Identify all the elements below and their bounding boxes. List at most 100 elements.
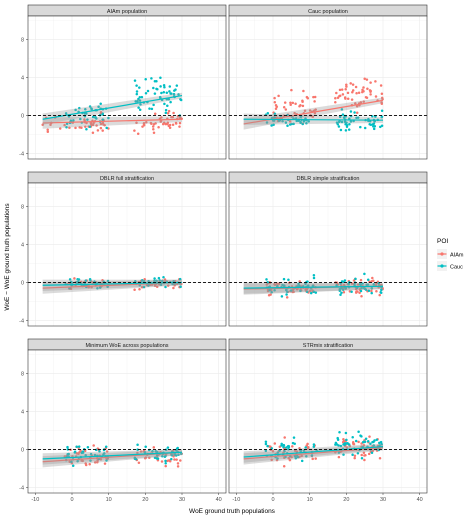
data-point-aiam [136,451,139,455]
data-point-aiam [153,112,157,116]
data-point-cauc [366,440,370,443]
data-point-cauc [70,460,73,464]
x-tick-label: 40 [417,497,423,503]
data-point-cauc [302,449,306,453]
data-point-cauc [169,92,172,95]
panel-border [27,349,227,494]
data-point-aiam [300,454,303,458]
data-point-cauc [361,282,364,285]
data-point-cauc [270,124,273,127]
data-point-cauc [339,128,343,132]
data-point-cauc [373,439,376,442]
data-point-cauc [65,122,69,125]
data-point-cauc [163,86,166,89]
data-point-aiam [46,130,50,133]
data-point-cauc [90,107,93,110]
data-point-cauc [75,445,78,449]
data-point-aiam [289,101,292,105]
data-point-cauc [86,446,90,449]
gridlines [229,350,427,493]
data-point-aiam [359,278,363,282]
data-point-aiam [365,96,369,99]
data-point-cauc [304,282,307,285]
data-point-cauc [342,443,345,446]
data-point-cauc [305,454,308,458]
trend-line-aiam [243,99,384,125]
data-point-cauc [179,98,183,102]
y-tick-label: 0 [21,280,24,286]
trend-band-cauc [243,443,383,463]
data-point-cauc [89,452,93,456]
data-point-cauc [140,279,144,282]
data-point-aiam [283,436,286,439]
data-point-cauc [344,431,348,435]
data-point-cauc [372,127,376,131]
facet-panel: Minimum WoE across populations -4 0 4 8 -10 0 1… [19,338,227,503]
x-tick-label: 30 [380,497,386,503]
data-point-aiam [352,279,356,282]
data-point-cauc [379,125,382,129]
data-point-cauc [338,289,342,293]
data-point-cauc [66,452,69,456]
data-point-aiam [150,122,153,126]
data-point-cauc [339,282,342,285]
data-point-cauc [153,277,156,280]
data-point-cauc [344,442,348,445]
trend-line-cauc [42,451,183,460]
x-tick-label: -10 [31,497,39,503]
data-point-cauc [88,277,92,281]
data-point-aiam [148,456,151,460]
data-point-cauc [162,84,166,87]
data-point-cauc [179,285,182,289]
data-point-cauc [155,279,158,282]
data-point-aiam [63,123,66,127]
data-point-aiam [174,122,178,125]
data-point-aiam [349,82,352,85]
data-point-cauc [102,453,105,456]
data-point-cauc [298,284,301,288]
data-point-cauc [144,91,148,95]
data-point-aiam [291,445,294,448]
data-point-cauc [73,451,77,454]
data-point-cauc [370,291,373,295]
data-point-cauc [372,283,375,286]
data-point-cauc [340,108,344,111]
data-point-cauc [142,285,146,289]
data-point-cauc [105,459,108,462]
data-point-cauc [164,459,167,463]
data-point-cauc [170,457,173,461]
data-point-cauc [314,291,318,294]
data-point-aiam [353,454,357,457]
data-point-aiam [379,84,383,87]
data-point-cauc [165,91,169,95]
data-point-cauc [85,128,88,131]
data-point-aiam [350,98,354,101]
data-point-cauc [289,289,293,292]
legend-label-aiam: AIAm [450,253,464,259]
data-point-aiam [338,88,342,92]
data-point-cauc [380,115,383,119]
data-point-aiam [345,446,349,449]
data-point-aiam [139,450,143,453]
data-point-cauc [68,278,72,281]
data-point-cauc [339,444,343,448]
data-point-aiam [361,88,364,92]
data-point-aiam [371,276,374,280]
data-point-aiam [84,462,87,465]
data-point-aiam [167,109,171,113]
data-point-cauc [146,89,150,93]
x-tick-label: 20 [343,497,349,503]
data-point-aiam [141,125,144,128]
data-point-cauc [270,291,273,294]
y-tick-label: -4 [19,151,24,157]
data-point-aiam [291,101,295,105]
data-point-cauc [338,115,342,119]
data-point-cauc [300,459,304,463]
data-point-cauc [98,286,102,289]
data-point-cauc [292,436,296,439]
data-point-aiam [289,103,292,106]
data-point-aiam [153,284,157,288]
data-point-aiam [298,447,301,450]
data-point-aiam [79,449,82,453]
data-point-cauc [136,99,139,103]
